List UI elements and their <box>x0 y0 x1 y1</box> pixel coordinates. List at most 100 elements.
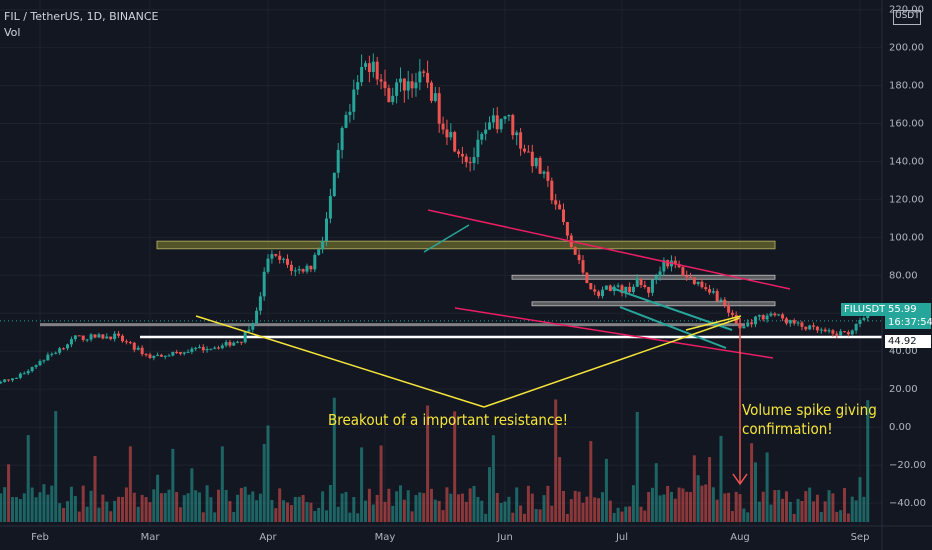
volume-bar <box>422 493 426 522</box>
candle-body <box>554 200 558 205</box>
candle-body <box>796 322 800 324</box>
candle-body <box>232 342 236 346</box>
candle-body <box>379 79 383 82</box>
volume-bar <box>464 501 468 522</box>
volume-bar <box>612 512 616 522</box>
volume-bar <box>255 500 259 522</box>
volume-bar <box>406 490 410 522</box>
volume-bar <box>105 501 109 522</box>
candle-body <box>228 341 232 346</box>
candle-body <box>113 333 117 340</box>
volume-bar <box>569 499 573 522</box>
volume-bar <box>631 485 635 522</box>
volume-annotation: Volume spike giving confirmation! <box>742 401 877 439</box>
candle-body <box>562 209 565 223</box>
candle-body <box>371 61 375 72</box>
candle-body <box>765 315 769 320</box>
candle-body <box>317 249 321 255</box>
candle-body <box>507 114 511 117</box>
x-tick-label: Aug <box>730 532 750 543</box>
candle-body <box>589 283 593 290</box>
volume-bar <box>708 457 712 522</box>
volume-bar <box>689 492 693 522</box>
volume-bar <box>738 494 742 522</box>
candle-body <box>182 352 186 354</box>
candle-body <box>7 379 11 381</box>
volume-bar <box>808 487 812 522</box>
volume-bar <box>328 484 332 522</box>
volume-bar <box>132 492 136 522</box>
volume-bar <box>734 491 738 522</box>
candle-body <box>639 278 643 286</box>
candle-body <box>383 81 387 89</box>
volume-bar <box>429 488 433 522</box>
candle-body <box>484 129 488 134</box>
volume-bar <box>715 499 719 522</box>
candle-body <box>445 129 449 138</box>
candle-body <box>89 334 93 340</box>
volume-bar <box>38 492 42 522</box>
candle-body <box>274 254 278 256</box>
volume-bar <box>22 493 26 522</box>
chart-title[interactable]: FIL / TetherUS, 1D, BINANCE <box>4 10 159 23</box>
volume-bar <box>677 487 681 522</box>
price-axis[interactable]: −40.00−20.000.0020.0040.0060.0080.00100.… <box>881 0 926 550</box>
volume-bar <box>441 510 445 522</box>
volume-bar <box>773 490 777 522</box>
volume-bar <box>167 489 171 522</box>
candle-body <box>488 122 492 130</box>
breakout-annotation: Breakout of a important resistance! <box>328 411 569 429</box>
volume-bar <box>460 493 464 522</box>
wedge-lower <box>619 306 727 349</box>
candle-body <box>422 71 426 73</box>
volume-bar <box>719 435 723 522</box>
candle-body <box>289 264 293 271</box>
volume-bar <box>140 494 144 522</box>
candle-body <box>11 378 14 381</box>
candle-body <box>777 314 781 316</box>
candle-body <box>18 373 22 378</box>
volume-bar <box>788 501 792 522</box>
candle-body <box>313 254 317 270</box>
channel-upper <box>427 209 791 290</box>
candle-body <box>124 341 128 343</box>
candle-body <box>464 156 468 163</box>
candle-body <box>624 286 628 294</box>
volume-bar <box>784 491 788 522</box>
volume-bar <box>42 484 46 522</box>
volume-bar <box>746 512 750 522</box>
x-tick-label: Jul <box>615 532 628 543</box>
volume-bar <box>243 486 247 522</box>
candle-body <box>730 312 734 315</box>
candle-body <box>654 275 658 280</box>
volume-bar <box>410 511 414 522</box>
candle-body <box>239 341 243 343</box>
volume-bar <box>93 455 97 522</box>
volume-bar <box>593 497 597 522</box>
volume-indicator-label[interactable]: Vol <box>4 26 21 39</box>
candle-body <box>742 326 746 329</box>
volume-bar <box>317 507 321 522</box>
volume-bar <box>144 497 148 522</box>
time-axis[interactable]: Feb Mar Apr May Jun Jul Aug Sep <box>0 525 932 543</box>
volume-bar <box>681 488 685 522</box>
volume-bar <box>117 496 121 522</box>
candle-body <box>398 78 402 83</box>
volume-bar <box>258 493 262 522</box>
volume-bar <box>332 397 336 522</box>
candle-body <box>410 81 414 89</box>
volume-bar <box>515 487 519 522</box>
currency-badge[interactable]: USDT <box>893 10 921 25</box>
volume-bar <box>862 496 866 522</box>
volume-bar <box>628 506 632 522</box>
volume-bar <box>7 464 11 522</box>
candle-body <box>681 267 685 276</box>
volume-bar <box>178 507 182 522</box>
candle-body <box>93 334 97 338</box>
volume-bar <box>597 498 601 522</box>
candle-body <box>800 322 804 327</box>
candle-body <box>42 360 46 362</box>
volume-bar <box>163 493 167 522</box>
volume-bar <box>0 493 3 522</box>
